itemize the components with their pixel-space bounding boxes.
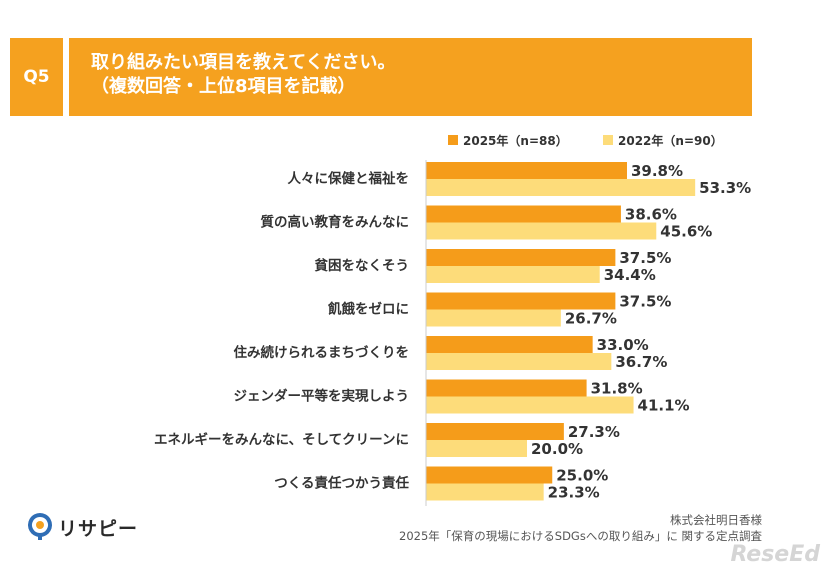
category-label: つくる責任つかう責任 [274, 475, 409, 492]
bar-2025 [426, 205, 621, 223]
question-title: 取り組みたい項目を教えてください。 （複数回答・上位8項目を記載） [69, 38, 752, 116]
legend-label-2022: 2022年（n=90） [618, 133, 723, 148]
category-label: 質の高い教育をみんなに [261, 214, 410, 231]
bar-2025 [426, 292, 616, 310]
category-label: 住み続けられるまちづくりを [234, 344, 410, 361]
bar-2022 [426, 353, 612, 370]
brand-logo: リサピー [28, 512, 138, 542]
category-label: 人々に保健と福祉を [288, 170, 410, 187]
question-title-line1: 取り組みたい項目を教えてください。 [91, 52, 396, 73]
value-label-2025: 27.3% [568, 423, 620, 441]
bar-2022 [426, 179, 696, 196]
value-label-2022: 23.3% [548, 484, 600, 502]
value-label-2022: 20.0% [531, 440, 583, 458]
question-badge: Q5 [10, 38, 63, 116]
value-label-2022: 41.1% [638, 397, 690, 415]
source-line1: 株式会社明日香様 [670, 513, 762, 527]
value-label-2025: 37.5% [619, 249, 671, 267]
value-label-2025: 33.0% [597, 336, 649, 354]
value-label-2022: 53.3% [699, 179, 751, 197]
category-label: 貧困をなくそう [315, 257, 410, 274]
value-label-2022: 36.7% [615, 353, 667, 371]
brand-name: リサピー [58, 517, 139, 540]
bar-2025 [426, 466, 553, 484]
question-title-line2: （複数回答・上位8項目を記載） [91, 76, 356, 97]
bar-2022 [426, 396, 634, 414]
value-label-2025: 38.6% [625, 206, 677, 224]
value-label-2022: 26.7% [565, 310, 617, 328]
legend: 2025年（n=88） 2022年（n=90） [448, 133, 723, 148]
bar-2025 [426, 423, 564, 440]
bar-2022 [426, 222, 657, 240]
legend-swatch-2022 [603, 135, 613, 145]
bar-2022 [426, 266, 600, 283]
source-note: 株式会社明日香様 2025年「保育の現場におけるSDGsへの取り組み」に 関する… [399, 512, 762, 544]
category-label: ジェンダー平等を実現しよう [234, 388, 410, 405]
value-label-2022: 45.6% [660, 223, 712, 241]
bar-2022 [426, 483, 544, 501]
bar-2025 [426, 379, 587, 397]
legend-swatch-2025 [448, 135, 458, 145]
value-label-2025: 39.8% [631, 162, 683, 180]
bar-2025 [426, 162, 627, 179]
rsp-logo-icon [28, 513, 52, 540]
bar-2025 [426, 249, 616, 266]
bar-2025 [426, 336, 593, 353]
watermark: ReseEd [730, 542, 820, 567]
bar-2022 [426, 309, 561, 327]
value-label-2025: 25.0% [556, 467, 608, 485]
bars: 人々に保健と福祉を 39.8% 53.3% 質の高い教育をみんなに 38.6%45.6%… [154, 162, 751, 502]
value-label-2022: 34.4% [604, 266, 656, 284]
source-line2: 2025年「保育の現場におけるSDGsへの取り組み」に 関する定点調査 [399, 529, 762, 543]
value-label-2025: 37.5% [619, 293, 671, 311]
legend-label-2025: 2025年（n=88） [463, 133, 568, 148]
category-label: エネルギーをみんなに、そしてクリーンに [154, 432, 409, 448]
bar-2022 [426, 440, 527, 457]
value-label-2025: 31.8% [591, 380, 643, 398]
category-label: 飢餓をゼロに [327, 301, 409, 318]
